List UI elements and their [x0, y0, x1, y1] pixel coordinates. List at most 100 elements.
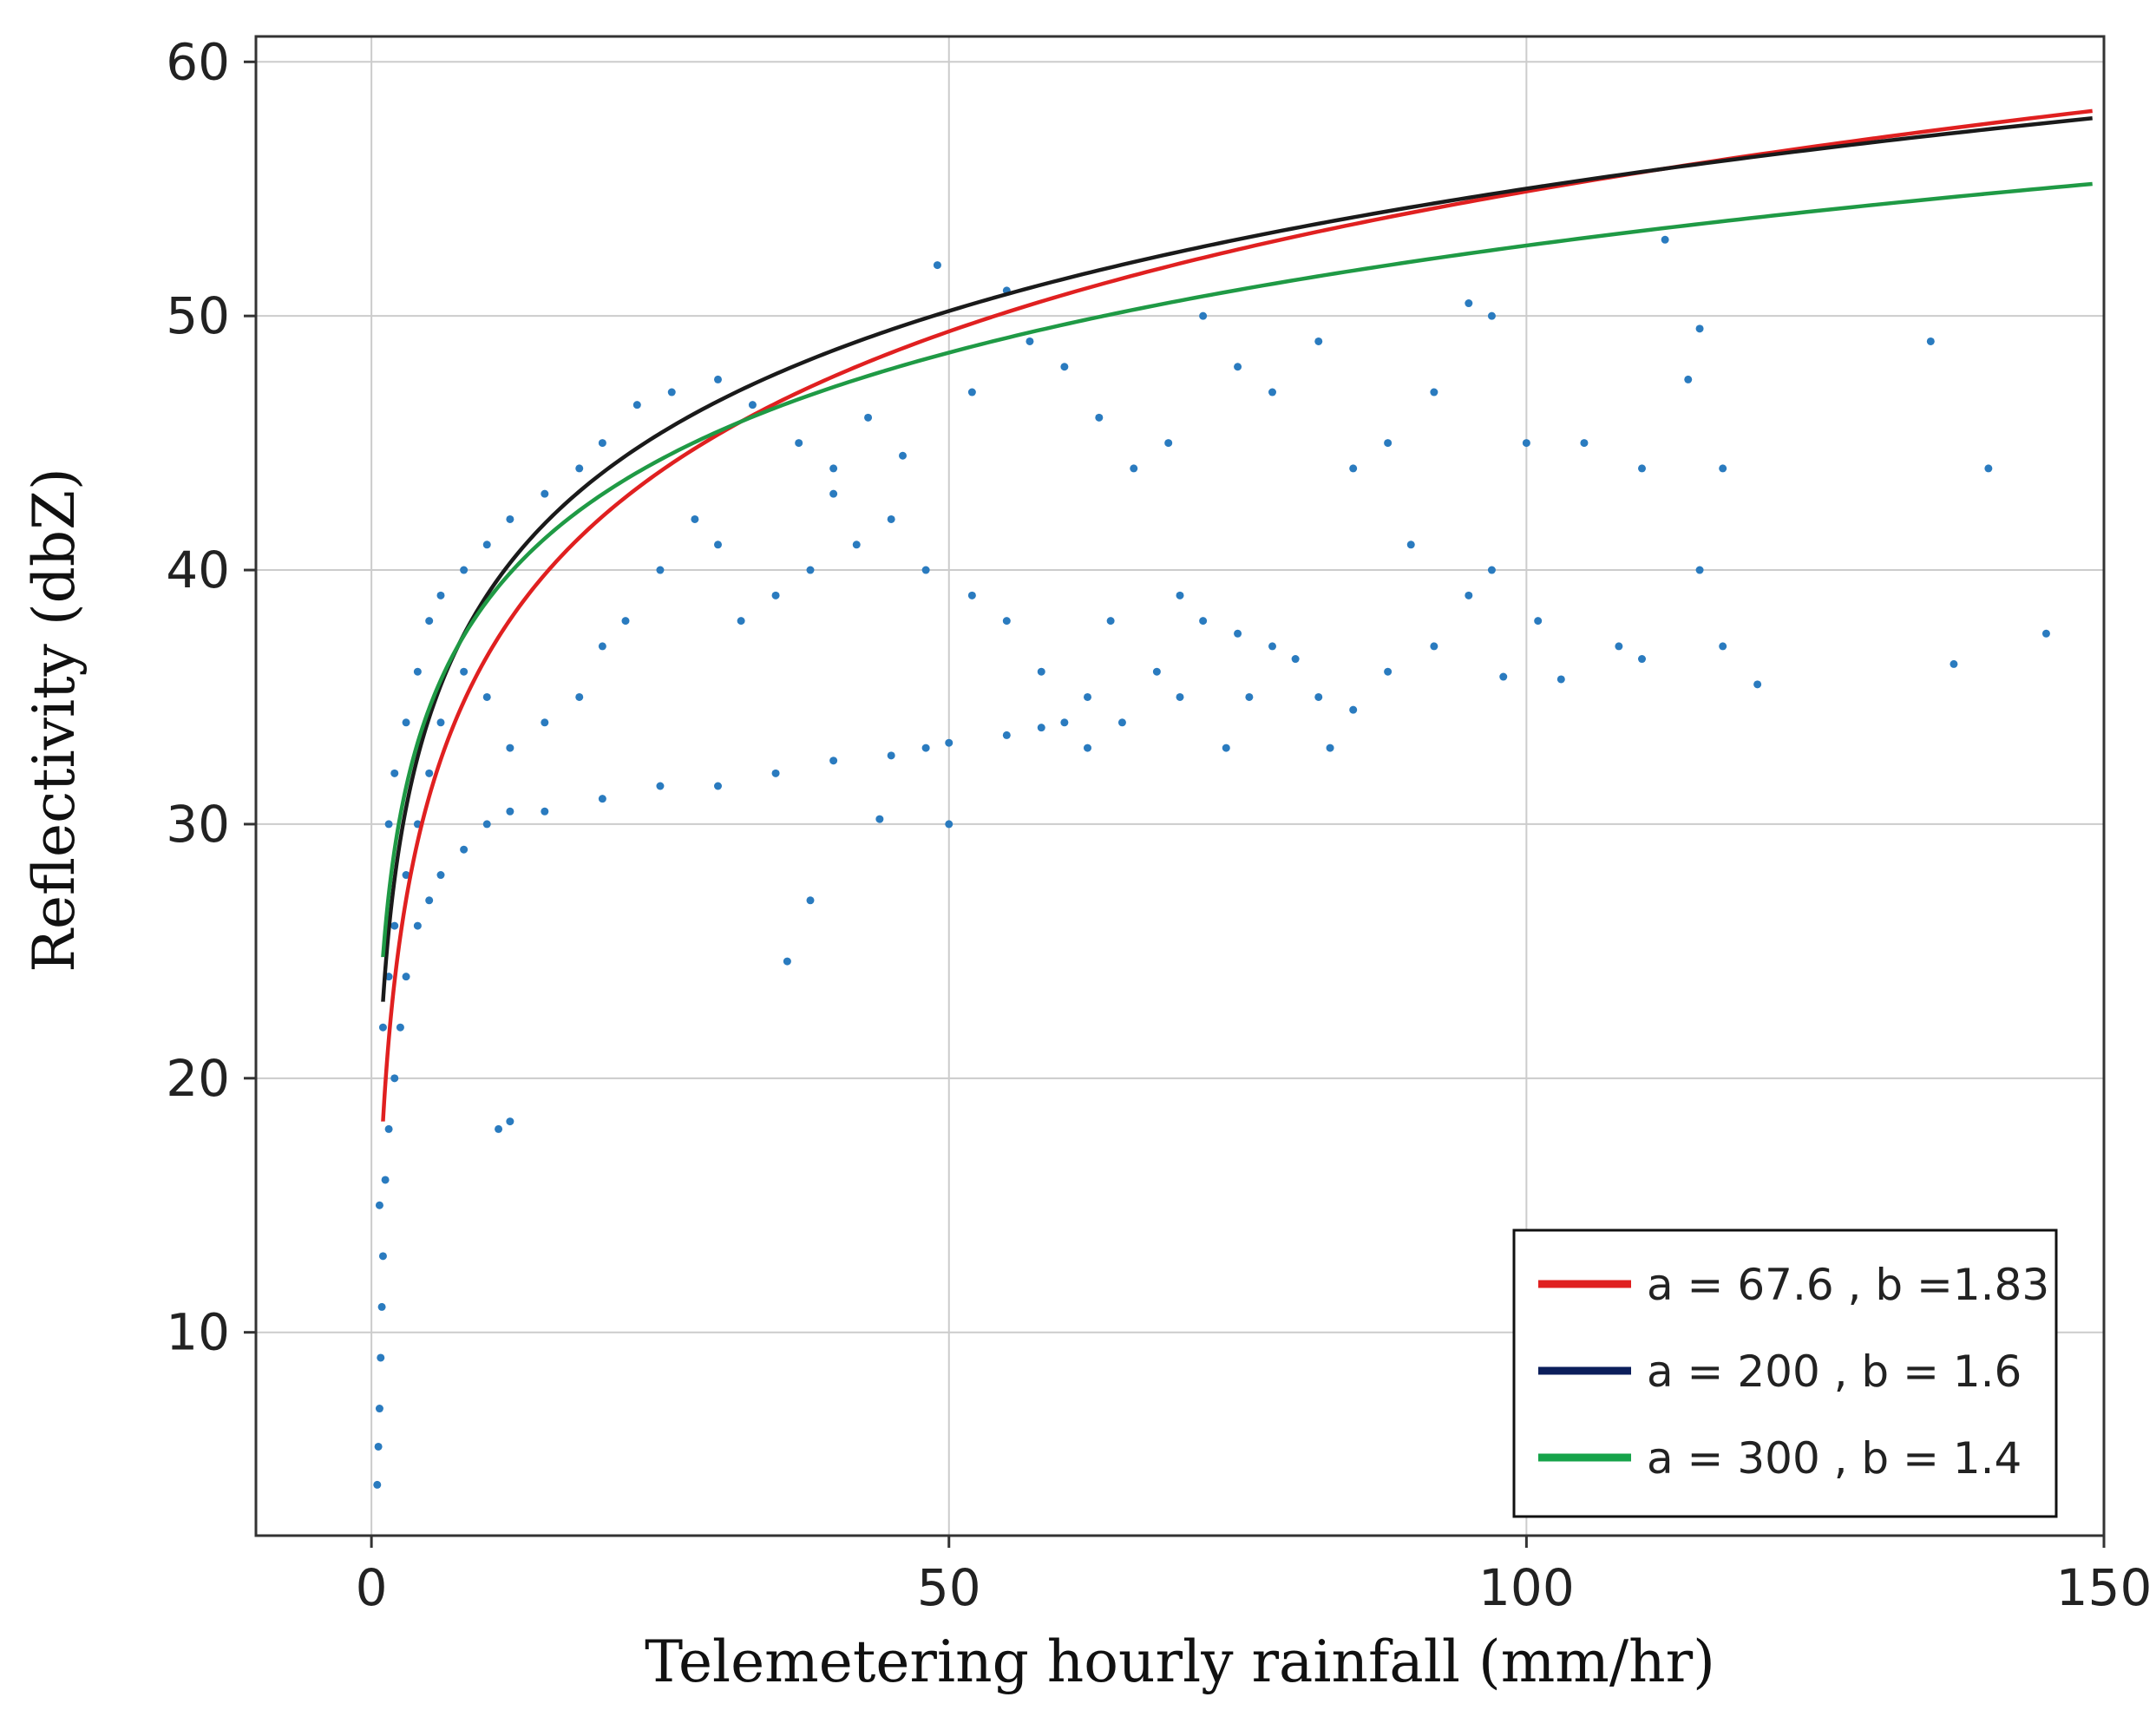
data-point — [1430, 388, 1438, 396]
data-point — [598, 642, 606, 651]
data-point — [1465, 299, 1473, 308]
data-point — [396, 1023, 404, 1032]
data-point — [1580, 439, 1589, 448]
data-point — [1406, 541, 1415, 549]
data-point — [2041, 629, 2050, 638]
data-point — [1245, 692, 1254, 701]
data-point — [899, 451, 907, 460]
data-point — [425, 617, 434, 626]
data-point — [1684, 375, 1693, 383]
data-point — [1268, 388, 1276, 396]
data-point — [482, 692, 491, 701]
data-point — [384, 1124, 393, 1133]
data-point — [378, 1252, 387, 1261]
y-axis-label: Reflectivity (dbZ) — [21, 468, 88, 972]
data-point — [1002, 617, 1011, 626]
data-point — [506, 1117, 514, 1126]
data-point — [390, 769, 399, 777]
data-point — [1314, 692, 1323, 701]
data-point — [436, 718, 445, 727]
data-point — [1384, 667, 1393, 676]
data-point — [541, 489, 549, 498]
data-point — [864, 413, 873, 422]
data-point — [1084, 692, 1091, 701]
y-tick-label: 10 — [166, 1303, 230, 1362]
data-point — [1234, 629, 1242, 638]
data-point — [806, 896, 815, 905]
data-point — [771, 591, 780, 599]
data-point — [1199, 311, 1208, 320]
data-point — [1314, 337, 1323, 345]
x-tick-label: 50 — [917, 1558, 981, 1617]
data-point — [829, 757, 838, 765]
data-point — [1268, 642, 1276, 651]
legend-label-3: a = 300 , b = 1.4 — [1647, 1433, 2022, 1484]
data-point — [413, 921, 422, 930]
y-tick-label: 20 — [166, 1049, 230, 1108]
data-point — [656, 566, 665, 574]
data-point — [506, 514, 514, 523]
data-point — [714, 782, 722, 790]
data-point — [933, 261, 941, 270]
data-point — [482, 541, 491, 549]
data-point — [1130, 464, 1138, 473]
legend: a = 67.6 , b =1.83 a = 200 , b = 1.6 a =… — [1512, 1228, 2058, 1518]
data-point — [921, 744, 930, 752]
data-point — [829, 489, 838, 498]
fit-curve-2 — [381, 116, 2093, 1002]
plot-frame — [254, 35, 2106, 1537]
data-point — [1234, 363, 1242, 371]
data-point — [632, 401, 641, 409]
data-point — [1199, 617, 1208, 626]
data-point — [691, 514, 699, 523]
data-point — [1164, 439, 1173, 448]
data-point — [375, 1405, 383, 1413]
data-point — [737, 617, 745, 626]
data-point — [377, 1302, 386, 1311]
y-tick-label: 40 — [166, 541, 230, 599]
data-point — [1037, 724, 1045, 732]
data-point — [1026, 337, 1034, 345]
data-point — [425, 896, 434, 905]
fit-curve-3 — [381, 181, 2093, 958]
data-point — [1695, 324, 1704, 333]
data-point — [667, 388, 676, 396]
data-point — [875, 815, 884, 823]
data-point — [748, 401, 757, 409]
data-point — [945, 738, 953, 747]
data-point — [575, 464, 584, 473]
data-point — [1487, 566, 1496, 574]
data-point — [829, 464, 838, 473]
data-point — [1291, 655, 1300, 664]
data-point — [1152, 667, 1161, 676]
data-point — [1037, 667, 1045, 676]
data-point — [1556, 675, 1565, 684]
legend-label-2: a = 200 , b = 1.6 — [1647, 1346, 2022, 1397]
data-point — [795, 439, 803, 448]
data-point — [714, 541, 722, 549]
data-point — [1719, 642, 1727, 651]
data-point — [381, 1176, 390, 1184]
data-point — [598, 795, 606, 803]
data-point — [1349, 705, 1358, 714]
data-point — [1534, 617, 1543, 626]
data-point — [806, 566, 815, 574]
data-point — [1719, 464, 1727, 473]
fit-curves — [381, 108, 2093, 1122]
data-point — [390, 921, 399, 930]
data-point — [402, 871, 410, 880]
scatter-points — [373, 235, 2050, 1489]
data-point — [378, 1023, 387, 1032]
axis-ticks: 0 50 100 150 10 20 30 40 50 60 — [166, 32, 2152, 1617]
data-point — [1638, 655, 1646, 664]
data-point — [1060, 718, 1069, 727]
data-point — [621, 617, 630, 626]
data-point — [1106, 617, 1115, 626]
y-tick-label: 60 — [166, 32, 230, 91]
y-tick-label: 30 — [166, 795, 230, 854]
data-point — [1950, 659, 1958, 668]
data-point — [1695, 566, 1704, 574]
data-point — [377, 1353, 385, 1362]
data-point — [575, 692, 584, 701]
